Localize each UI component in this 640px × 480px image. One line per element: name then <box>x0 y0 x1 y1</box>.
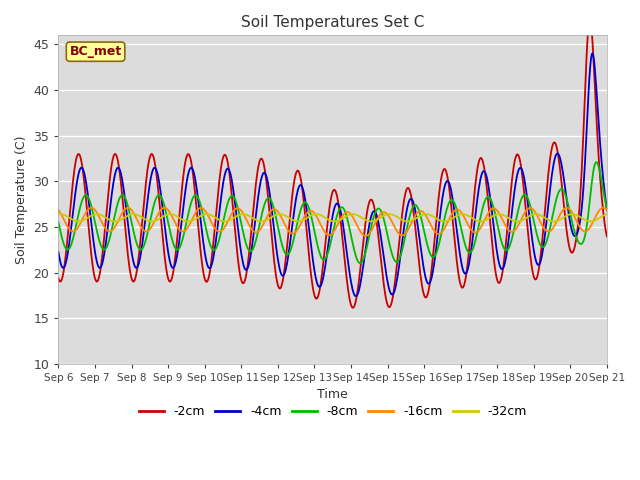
-4cm <box>54 249 62 255</box>
-4cm <box>378 243 386 249</box>
-2cm <box>198 264 206 269</box>
-16cm <box>362 233 369 239</box>
-4cm <box>554 151 561 156</box>
-32cm <box>56 211 64 217</box>
-8cm <box>324 250 332 255</box>
Legend: -2cm, -4cm, -8cm, -16cm, -32cm: -2cm, -4cm, -8cm, -16cm, -32cm <box>134 400 532 423</box>
-4cm <box>352 293 360 299</box>
Y-axis label: Soil Temperature (C): Soil Temperature (C) <box>15 135 28 264</box>
Line: -4cm: -4cm <box>58 53 607 296</box>
-8cm <box>198 209 206 215</box>
-16cm <box>379 209 387 215</box>
-8cm <box>175 246 182 252</box>
-16cm <box>88 205 95 211</box>
-16cm <box>54 207 62 213</box>
Line: -16cm: -16cm <box>58 208 607 236</box>
-8cm <box>603 207 611 213</box>
-2cm <box>378 269 386 275</box>
-4cm <box>175 241 182 247</box>
-16cm <box>433 231 441 237</box>
-32cm <box>326 217 333 223</box>
-32cm <box>177 216 184 221</box>
-16cm <box>603 207 611 213</box>
-32cm <box>433 216 441 222</box>
-2cm <box>433 218 440 224</box>
-32cm <box>554 217 562 223</box>
-16cm <box>176 227 184 233</box>
-2cm <box>324 215 332 221</box>
-32cm <box>603 211 611 217</box>
X-axis label: Time: Time <box>317 388 348 401</box>
-32cm <box>54 211 62 217</box>
-4cm <box>589 50 596 56</box>
-8cm <box>356 260 364 266</box>
-2cm <box>54 276 62 281</box>
-8cm <box>554 192 561 198</box>
Text: BC_met: BC_met <box>69 45 122 58</box>
-8cm <box>378 211 386 217</box>
-32cm <box>379 213 387 219</box>
Line: -32cm: -32cm <box>58 214 607 221</box>
-2cm <box>349 305 357 311</box>
-4cm <box>433 244 440 250</box>
-32cm <box>200 212 208 217</box>
-2cm <box>586 17 594 23</box>
-4cm <box>603 207 611 213</box>
-8cm <box>54 219 62 225</box>
-2cm <box>175 218 182 224</box>
-4cm <box>198 233 206 239</box>
-16cm <box>199 206 207 212</box>
-4cm <box>324 243 332 249</box>
-8cm <box>433 250 440 256</box>
-8cm <box>593 159 600 165</box>
-2cm <box>603 234 611 240</box>
-16cm <box>554 216 562 221</box>
Line: -8cm: -8cm <box>58 162 607 263</box>
Title: Soil Temperatures Set C: Soil Temperatures Set C <box>241 15 424 30</box>
-16cm <box>325 232 333 238</box>
-32cm <box>74 218 82 224</box>
-2cm <box>554 148 561 154</box>
Line: -2cm: -2cm <box>58 20 607 308</box>
